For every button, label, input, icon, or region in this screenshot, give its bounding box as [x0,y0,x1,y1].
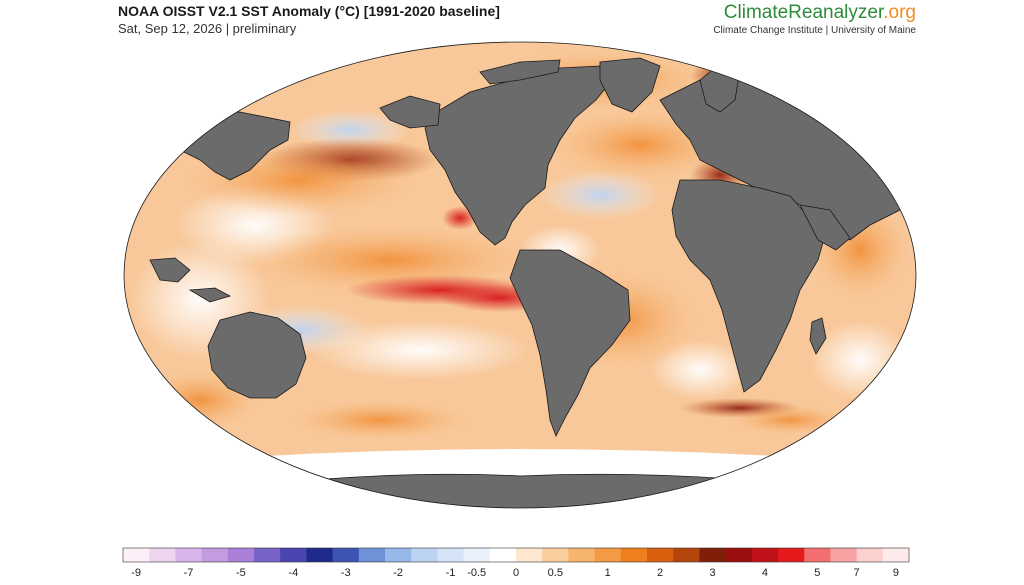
legend-tick-label: -5 [236,567,246,579]
legend-swatch [280,548,307,562]
legend-tick-label: -0.5 [467,567,486,579]
legend-tick-label: 0.5 [548,567,563,579]
south-america-land [509,249,631,437]
legend-swatch [882,548,910,562]
globe-outline [123,41,917,509]
southeast-asia-islands [149,257,232,303]
legend-swatch [123,548,150,562]
legend-tick-label: -9 [131,567,141,579]
brand-logo[interactable]: ClimateReanalyzer.org Climate Change Ins… [713,2,916,36]
legend-tick-label: 2 [657,567,663,579]
legend-tick-label: -7 [184,567,194,579]
legend-swatch [647,548,674,562]
legend-tick-label: 4 [762,567,768,579]
legend-swatch [856,548,884,562]
canadian-arctic-land [479,59,561,85]
legend-tick-label: -4 [288,567,298,579]
legend-swatch [437,548,464,562]
legend-swatch [516,548,543,562]
legend-frame [122,547,910,563]
legend-swatch [489,548,517,562]
legend-swatch [699,548,726,562]
legend-tick-label: 0 [513,567,519,579]
legend-swatch [149,548,176,562]
alaska-land [379,95,441,129]
legend-swatch [542,548,569,562]
legend-swatch [227,548,255,562]
brand-tagline: Climate Change Institute | University of… [713,25,916,36]
legend-swatch [725,548,753,562]
legend-swatch [830,548,857,562]
map-date-subtitle: Sat, Sep 12, 2026 | preliminary [118,21,297,36]
legend-tick-label: 7 [854,567,860,579]
legend-swatch [751,548,779,562]
legend-swatch [673,548,700,562]
legend-swatch [804,548,831,562]
legend-tick-label: 5 [814,567,820,579]
legend-swatch [358,548,386,562]
legend-swatch [254,548,281,562]
land-masses [124,57,916,508]
brand-name: ClimateReanalyzer.org [723,2,916,23]
north-america-land [424,65,613,246]
legend-tick-label: 9 [893,567,899,579]
legend-swatch [385,548,412,562]
legend-swatch [594,548,622,562]
legend-swatch [306,548,333,562]
legend-tick-label: -2 [393,567,403,579]
legend-swatch [620,548,648,562]
legend-tick-label: 3 [709,567,715,579]
legend-swatch [411,548,438,562]
arabia-land [799,204,851,251]
madagascar-land [809,317,827,355]
legend-swatch [778,548,805,562]
legend-ticks: -9 -7 -5 -4 -3 -2 -1 -0.5 0 0.5 1 2 3 4 5 7 9 [131,567,899,579]
legend-tick-label: 1 [605,567,611,579]
africa-land [671,179,827,393]
greenland-land [599,57,661,113]
map-title: NOAA OISST V2.1 SST Anomaly (°C) [1991-2… [118,3,500,19]
legend-swatch [568,548,595,562]
legend-tick-label: -3 [341,567,351,579]
legend-swatch [201,548,229,562]
legend-swatch [463,548,491,562]
australia-land [207,311,307,399]
legend-tick-label: -1 [446,567,456,579]
legend-swatch [175,548,202,562]
legend-swatches [123,548,910,562]
legend-swatch [332,548,360,562]
